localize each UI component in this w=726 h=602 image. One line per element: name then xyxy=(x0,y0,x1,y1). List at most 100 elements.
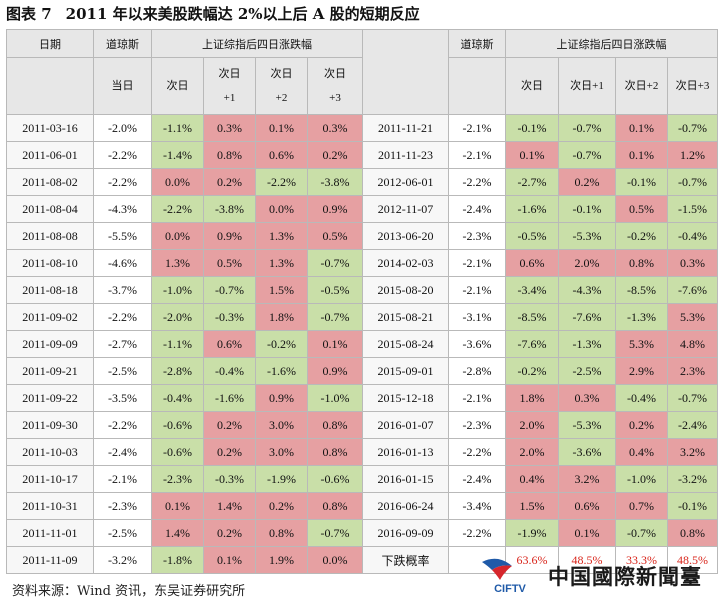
left-date-cell: 2011-09-02 xyxy=(6,303,94,331)
left-value-cell: 0.2% xyxy=(255,492,308,520)
right-value-cell: -1.5% xyxy=(667,195,718,223)
left-date-cell: 2011-08-02 xyxy=(6,168,94,196)
header-right-col-1: 次日+1 xyxy=(558,57,616,115)
left-value-cell: -0.3% xyxy=(203,303,256,331)
left-value-cell: 0.1% xyxy=(203,546,256,574)
left-dow-cell: -3.5% xyxy=(93,384,152,412)
right-value-cell: 0.1% xyxy=(615,114,668,142)
left-value-cell: -1.9% xyxy=(255,465,308,493)
header-left-col-1: 次日 +1 xyxy=(203,57,256,115)
right-value-cell: 0.1% xyxy=(615,141,668,169)
right-dow-cell: -2.1% xyxy=(448,141,506,169)
table-row: 2011-08-10 -4.6% 1.3% 0.5% 1.3% -0.7% 2014-02-… xyxy=(6,249,718,277)
right-dow-cell: -2.1% xyxy=(448,276,506,304)
right-value-cell: -0.4% xyxy=(615,384,668,412)
right-dow-cell: -3.4% xyxy=(448,492,506,520)
left-dow-cell: -2.2% xyxy=(93,411,152,439)
right-value-cell: 0.1% xyxy=(505,141,559,169)
left-value-cell: -0.6% xyxy=(151,438,204,466)
right-value-cell: -1.9% xyxy=(505,519,559,547)
left-value-cell: 0.1% xyxy=(151,492,204,520)
table-row: 2011-09-22 -3.5% -0.4% -1.6% 0.9% -1.0% 2015-1… xyxy=(6,384,718,412)
header-dow-right: 道琼斯 xyxy=(448,29,506,58)
right-value-cell: -1.6% xyxy=(505,195,559,223)
left-dow-cell: -2.2% xyxy=(93,303,152,331)
table-row: 2011-10-03 -2.4% -0.6% 0.2% 3.0% 0.8% 2016-01-… xyxy=(6,438,718,466)
right-value-cell: -2.7% xyxy=(505,168,559,196)
left-value-cell: -3.8% xyxy=(203,195,256,223)
table-row: 2011-11-01 -2.5% 1.4% 0.2% 0.8% -0.7% 2016-09-… xyxy=(6,519,718,547)
right-dow-cell: -2.4% xyxy=(448,195,506,223)
probability-value-cell: 63.6% xyxy=(505,546,559,574)
left-value-cell: 1.3% xyxy=(255,222,308,250)
header-right-col-2: 次日+2 xyxy=(615,57,668,115)
header-left-col-line: +2 xyxy=(275,92,288,104)
right-dow-cell: -3.6% xyxy=(448,330,506,358)
table-row: 2011-08-02 -2.2% 0.0% 0.2% -2.2% -3.8% 2012-06… xyxy=(6,168,718,196)
right-value-cell: -8.5% xyxy=(615,276,668,304)
right-value-cell: -1.0% xyxy=(615,465,668,493)
left-value-cell: 0.9% xyxy=(203,222,256,250)
table-row: 2011-10-31 -2.3% 0.1% 1.4% 0.2% 0.8% 2016-06-2… xyxy=(6,492,718,520)
right-value-cell: -3.6% xyxy=(558,438,616,466)
right-value-cell: 0.3% xyxy=(667,249,718,277)
watermark-channel-name: 中国國際新聞臺 xyxy=(548,565,702,589)
left-value-cell: 0.5% xyxy=(307,222,363,250)
right-value-cell: -7.6% xyxy=(558,303,616,331)
left-date-cell: 2011-09-21 xyxy=(6,357,94,385)
right-value-cell: 0.3% xyxy=(558,384,616,412)
left-value-cell: -3.8% xyxy=(307,168,363,196)
right-value-cell: 0.4% xyxy=(505,465,559,493)
header-left-col-line: 次日 xyxy=(218,68,241,80)
right-value-cell: 1.8% xyxy=(505,384,559,412)
left-value-cell: -0.7% xyxy=(307,303,363,331)
header-date: 日期 xyxy=(6,29,94,58)
left-value-cell: 0.3% xyxy=(203,114,256,142)
left-date-cell: 2011-06-01 xyxy=(6,141,94,169)
left-dow-cell: -2.5% xyxy=(93,519,152,547)
right-value-cell: -3.2% xyxy=(667,465,718,493)
header-left-col-line: 次日 xyxy=(166,80,189,92)
left-value-cell: 0.2% xyxy=(203,519,256,547)
left-value-cell: -1.6% xyxy=(255,357,308,385)
header-left-col-line: +3 xyxy=(329,92,341,104)
source-note: 资料来源：Wind 资讯，东吴证券研究所 xyxy=(12,584,246,599)
right-value-cell: -0.7% xyxy=(667,168,718,196)
left-value-cell: 0.2% xyxy=(203,411,256,439)
left-value-cell: -1.0% xyxy=(307,384,363,412)
right-value-cell: 2.3% xyxy=(667,357,718,385)
left-value-cell: 0.9% xyxy=(255,384,308,412)
right-dow-cell: -2.3% xyxy=(448,411,506,439)
right-value-cell: 1.2% xyxy=(667,141,718,169)
table-row: 2011-09-09 -2.7% -1.1% 0.6% -0.2% 0.1% 2015-08… xyxy=(6,330,718,358)
left-value-cell: 0.2% xyxy=(203,168,256,196)
left-value-cell: 0.2% xyxy=(203,438,256,466)
table-row: 2011-09-02 -2.2% -2.0% -0.3% 1.8% -0.7% 2015-0… xyxy=(6,303,718,331)
figure-title: 图表 7 2011 年以来美股跌幅达 2%以上后 A 股的短期反应 xyxy=(6,3,420,25)
right-value-cell: 0.1% xyxy=(558,519,616,547)
right-value-cell: -0.7% xyxy=(558,114,616,142)
right-value-cell: 2.9% xyxy=(615,357,668,385)
header-date-right xyxy=(362,29,449,115)
header-left-col-line: 次日 xyxy=(270,68,293,80)
right-dow-cell: -2.4% xyxy=(448,465,506,493)
right-dow-cell: -3.1% xyxy=(448,303,506,331)
header-dow-right-spacer xyxy=(448,57,506,115)
left-value-cell: 0.8% xyxy=(307,492,363,520)
right-value-cell: 3.2% xyxy=(558,465,616,493)
left-value-cell: 1.3% xyxy=(255,249,308,277)
left-value-cell: -2.2% xyxy=(151,195,204,223)
left-date-cell: 2011-11-01 xyxy=(6,519,94,547)
right-value-cell: -2.4% xyxy=(667,411,718,439)
left-value-cell: 3.0% xyxy=(255,411,308,439)
left-value-cell: -0.4% xyxy=(151,384,204,412)
header-left-col-2: 次日 +2 xyxy=(255,57,308,115)
left-value-cell: 0.0% xyxy=(255,195,308,223)
left-dow-cell: -5.5% xyxy=(93,222,152,250)
left-date-cell: 2011-10-31 xyxy=(6,492,94,520)
right-value-cell: 0.2% xyxy=(615,411,668,439)
watermark: CIFTV 中国國際新聞臺 xyxy=(478,553,724,599)
right-value-cell: -0.1% xyxy=(505,114,559,142)
left-value-cell: -2.3% xyxy=(151,465,204,493)
watermark-logo-text: CIFTV xyxy=(494,583,526,595)
